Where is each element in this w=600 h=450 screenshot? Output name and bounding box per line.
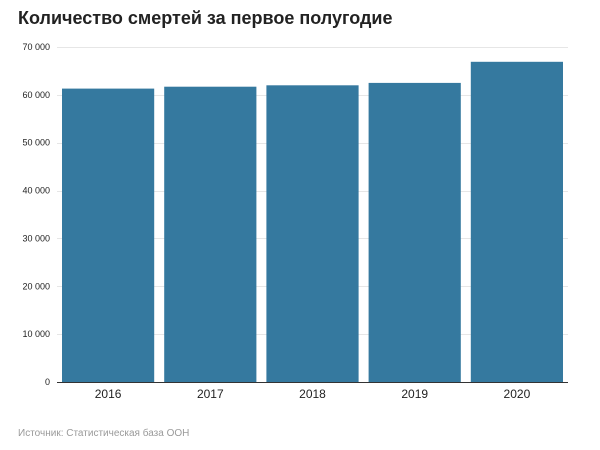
bar-2018: [266, 85, 359, 383]
x-tick-label-2017: 2017: [197, 387, 224, 401]
x-tick-label-2020: 2020: [504, 387, 531, 401]
source-note: Источник: Статистическая база ООН: [18, 428, 190, 439]
y-tick-label-5: 50 000: [22, 138, 50, 148]
y-tick-label-6: 60 000: [22, 90, 50, 100]
bar-2020: [470, 61, 563, 383]
x-tick-label-2018: 2018: [299, 387, 326, 401]
bar-2016: [62, 88, 155, 382]
bars: [62, 61, 563, 383]
y-axis-ticks: 0 10 000 20 000 30 000 40 000 50 000 60 000 70 …: [22, 42, 50, 387]
x-tick-label-2019: 2019: [401, 387, 428, 401]
x-tick-label-2016: 2016: [95, 387, 122, 401]
y-tick-label-4: 40 000: [22, 186, 50, 196]
bar-2017: [164, 86, 257, 382]
y-tick-label-1: 10 000: [22, 329, 50, 339]
x-axis-ticks: 2016 2017 2018 2019 2020: [95, 387, 531, 401]
y-tick-label-7: 70 000: [22, 42, 50, 52]
y-tick-label-3: 30 000: [22, 233, 50, 243]
chart-title: Количество смертей за первое полугодие: [18, 8, 393, 28]
y-tick-label-0: 0: [45, 377, 50, 387]
bar-2019: [368, 82, 461, 383]
y-tick-label-2: 20 000: [22, 281, 50, 291]
